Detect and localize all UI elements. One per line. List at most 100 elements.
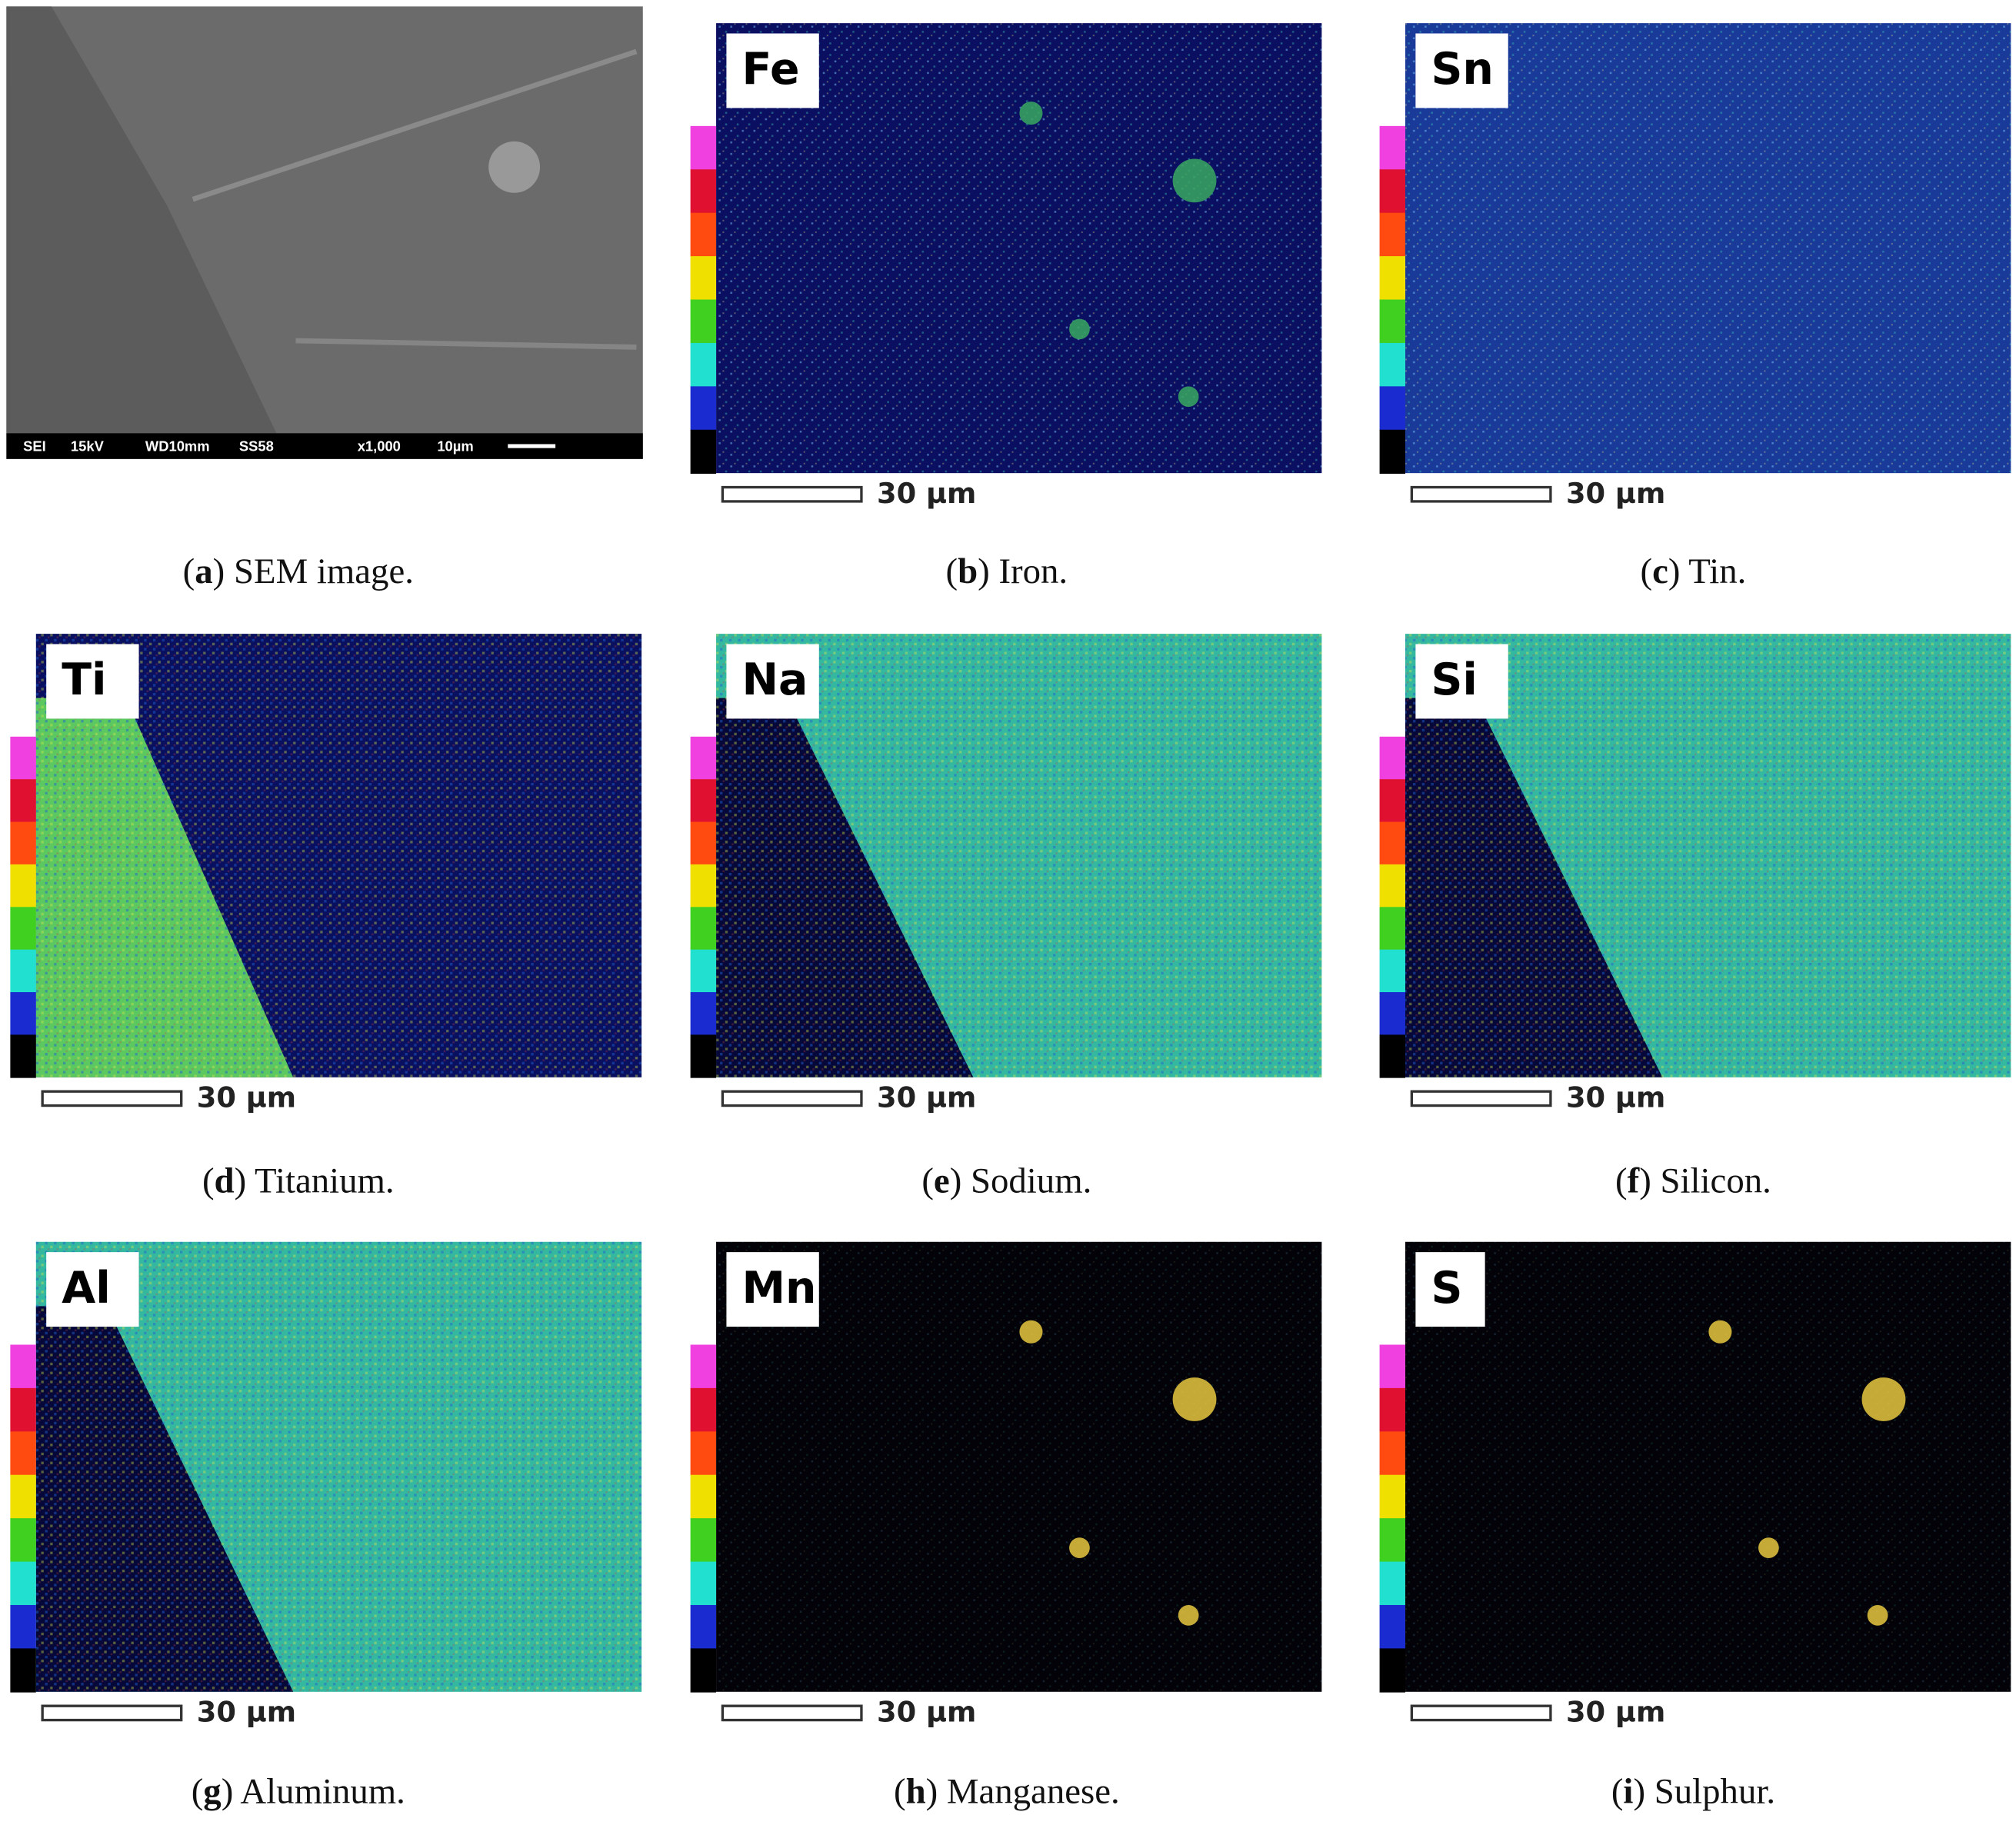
map-particle: [1069, 1537, 1090, 1558]
scale-bar-label: 30 µm: [877, 1696, 976, 1729]
map-particle: [1178, 386, 1199, 408]
caption: (a) SEM image.: [183, 551, 414, 591]
colorbar-step: [1379, 169, 1406, 214]
colorbar-step: [690, 429, 717, 474]
caption-part: b: [958, 551, 978, 591]
caption-part: e: [934, 1161, 950, 1201]
colorbar-step: [10, 1561, 36, 1606]
caption-part: ) Tin.: [1668, 551, 1746, 591]
element-label: Fe: [741, 44, 799, 95]
colorbar-step: [10, 907, 36, 951]
info-text: 15kV: [71, 438, 105, 455]
caption-part: i: [1623, 1771, 1633, 1811]
colorbar-step: [1379, 779, 1406, 823]
colorbar-step: [1379, 125, 1406, 171]
colorbar-step: [1379, 342, 1406, 388]
map-particle: [1172, 1377, 1217, 1421]
caption-part: ) Iron.: [978, 551, 1068, 591]
map-particle: [1708, 1320, 1732, 1344]
scale-bar: [721, 1704, 863, 1722]
info-text: WD10mm: [145, 438, 210, 455]
colorbar-step: [10, 821, 36, 865]
scale-bar: [41, 1704, 183, 1722]
element-label: Sn: [1431, 44, 1493, 95]
colorbar-step: [690, 1604, 717, 1650]
colorbar-step: [1379, 907, 1406, 951]
sem-particle: [488, 141, 541, 193]
colorbar-step: [1379, 1474, 1406, 1519]
caption-part: (: [183, 551, 195, 591]
colorbar-step: [1379, 736, 1406, 781]
element-box: [46, 644, 139, 719]
colorbar-step: [1379, 1648, 1406, 1693]
element-box: [726, 1252, 819, 1327]
caption: (h) Manganese.: [894, 1771, 1120, 1811]
colorbar-step: [1379, 1604, 1406, 1650]
colorbar-step: [10, 1604, 36, 1650]
colorbar-step: [1379, 821, 1406, 865]
element-label: Mn: [741, 1263, 816, 1314]
element-box: [1415, 1252, 1485, 1327]
info-text: SS58: [239, 438, 274, 455]
colorbar-step: [690, 1344, 717, 1389]
map-particle: [1178, 1604, 1199, 1626]
sem-streak: [192, 48, 638, 202]
caption-part: ) Titanium.: [235, 1161, 395, 1201]
caption-part: g: [203, 1771, 221, 1811]
colorbar-step: [10, 992, 36, 1036]
colorbar-step: [690, 125, 717, 171]
colorbar-step: [10, 736, 36, 781]
caption: (b) Iron.: [946, 551, 1068, 591]
colorbar-step: [690, 907, 717, 951]
map-particle: [1172, 158, 1217, 203]
colorbar-step: [1379, 992, 1406, 1036]
colorbar-step: [690, 1431, 717, 1476]
element-box: [726, 33, 819, 108]
sem-streak: [295, 338, 637, 350]
colorbar-step: [1379, 256, 1406, 301]
caption-part: ) Silicon.: [1639, 1161, 1771, 1201]
element-label: Na: [741, 654, 808, 705]
caption-part: ) Manganese.: [926, 1771, 1120, 1811]
colorbar-step: [1379, 1387, 1406, 1433]
colorbar-step: [10, 1474, 36, 1519]
colorbar-step: [1379, 299, 1406, 344]
scale-bar-label: 30 µm: [197, 1081, 296, 1114]
caption: (d) Titanium.: [202, 1161, 395, 1201]
colorbar-step: [690, 299, 717, 344]
colorbar-step: [1379, 1561, 1406, 1606]
colorbar-step: [10, 1387, 36, 1433]
caption-part: c: [1652, 551, 1668, 591]
colorbar-step: [690, 212, 717, 257]
info-text: 10µm: [437, 438, 473, 455]
scale-bar: [721, 485, 863, 503]
element-label: Al: [62, 1263, 110, 1314]
colorbar-step: [10, 864, 36, 908]
scale-bar-label: 30 µm: [877, 477, 976, 510]
info-text: SEI: [23, 438, 46, 455]
caption: (g) Aluminum.: [192, 1771, 405, 1811]
colorbar-step: [10, 1648, 36, 1693]
colorbar-step: [690, 1561, 717, 1606]
map-particle: [1019, 102, 1043, 125]
colorbar-step: [1379, 429, 1406, 474]
element-label: Ti: [62, 654, 106, 705]
caption-part: (: [202, 1161, 215, 1201]
colorbar-step: [10, 1518, 36, 1563]
scale-bar-label: 30 µm: [1566, 477, 1665, 510]
scale-bar-label: 30 µm: [197, 1696, 296, 1729]
scale-bar: [721, 1090, 863, 1107]
map-particle: [1019, 1320, 1043, 1344]
colorbar-step: [690, 1518, 717, 1563]
map-particle: [1861, 1377, 1906, 1421]
caption-part: h: [906, 1771, 926, 1811]
colorbar-step: [690, 864, 717, 908]
caption-part: ) Aluminum.: [222, 1771, 405, 1811]
colorbar-step: [10, 1344, 36, 1389]
colorbar-step: [1379, 386, 1406, 431]
caption-part: (: [192, 1771, 204, 1811]
caption: (c) Tin.: [1641, 551, 1747, 591]
element-box: [46, 1252, 139, 1327]
